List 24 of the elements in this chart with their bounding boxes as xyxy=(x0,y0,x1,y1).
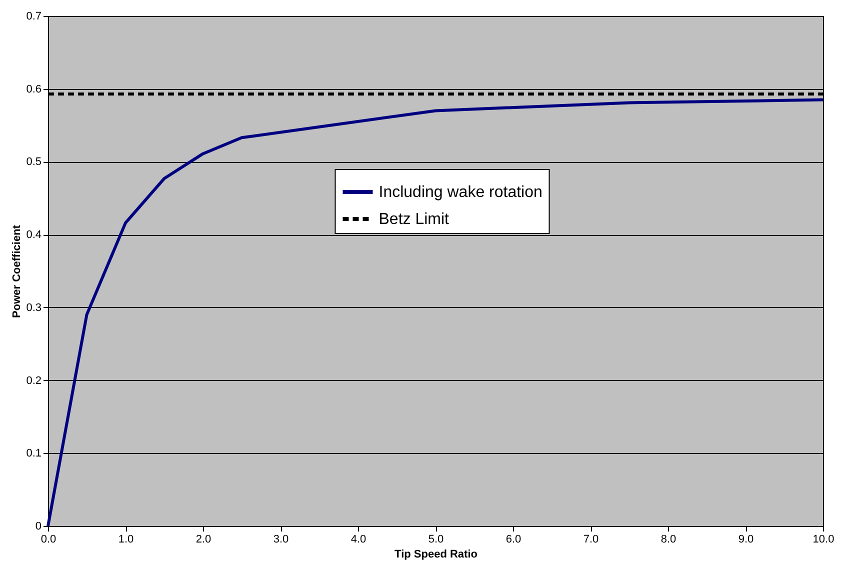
legend-label: Betz Limit xyxy=(378,211,450,228)
line-series xyxy=(46,98,824,528)
y-axis-title: Power Coefficient xyxy=(11,224,24,318)
y-tick-label: 0.1 xyxy=(26,448,42,460)
x-tick-label: 4.0 xyxy=(350,534,366,546)
x-tick-label: 3.0 xyxy=(273,534,289,546)
y-tick-label: 0.3 xyxy=(26,302,42,314)
y-tick-label: 0.6 xyxy=(26,83,42,96)
x-tick-label: 10.0 xyxy=(812,534,834,546)
legend-label: Including wake rotation xyxy=(378,184,542,201)
x-tick-label: 6.0 xyxy=(506,534,522,546)
y-tick-label: 0.4 xyxy=(26,229,42,242)
x-tick-label: 5.0 xyxy=(428,534,444,546)
x-tick-label: 0.0 xyxy=(40,534,56,546)
x-axis-title: Tip Speed Ratio xyxy=(394,548,478,560)
y-tick-label: 0.2 xyxy=(26,374,42,387)
x-tick-label: 8.0 xyxy=(660,534,676,546)
y-tick-label: 0.5 xyxy=(26,156,42,168)
x-tick-label: 7.0 xyxy=(583,534,599,546)
y-tick-label: 0.7 xyxy=(26,10,42,22)
y-tick-label: 0 xyxy=(35,520,42,532)
x-tick-label: 2.0 xyxy=(196,534,212,546)
x-tick-label: 1.0 xyxy=(118,534,134,546)
x-tick-label: 9.0 xyxy=(738,534,754,546)
